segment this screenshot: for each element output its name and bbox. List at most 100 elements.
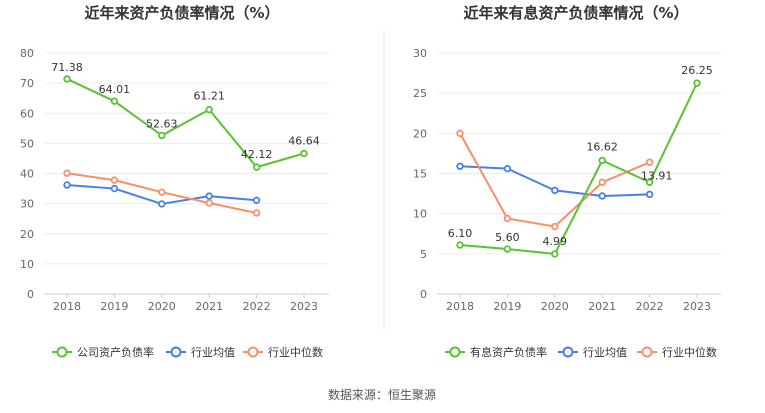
data-point xyxy=(300,149,308,158)
data-point xyxy=(110,176,119,184)
x-tick-label: 2020 xyxy=(148,300,176,313)
legend-label: 公司资产负债率 xyxy=(77,345,154,359)
y-tick-label: 80 xyxy=(20,47,34,60)
data-point xyxy=(205,105,213,114)
y-tick-label: 15 xyxy=(413,168,427,181)
legend-label: 行业中位数 xyxy=(268,345,323,359)
y-tick-label: 5 xyxy=(420,248,427,261)
data-point xyxy=(110,97,119,105)
data-point xyxy=(645,190,654,199)
y-tick-label: 70 xyxy=(20,77,34,90)
legend-item: 行业中位数 xyxy=(637,345,717,359)
data-label: 4.99 xyxy=(543,235,568,248)
data-label: 46.64 xyxy=(288,134,320,147)
data-label: 16.62 xyxy=(586,140,618,153)
series-line xyxy=(459,132,650,228)
legend-swatch-marker xyxy=(562,346,574,358)
data-point xyxy=(456,129,464,138)
data-label: 13.91 xyxy=(641,169,673,182)
data-point xyxy=(503,245,512,253)
data-point xyxy=(252,209,261,217)
data-point xyxy=(551,250,559,258)
data-point xyxy=(205,192,213,200)
x-tick-label: 2021 xyxy=(588,300,616,313)
legend-item: 行业均值 xyxy=(558,346,627,359)
y-tick-label: 30 xyxy=(20,198,34,211)
x-tick-label: 2023 xyxy=(683,300,711,313)
data-point xyxy=(252,163,261,171)
data-point xyxy=(551,222,559,231)
chart-title: 近年来资产负债率情况（%） xyxy=(84,4,279,22)
data-label: 61.21 xyxy=(193,90,225,103)
data-point xyxy=(63,169,71,177)
x-tick-label: 2019 xyxy=(100,300,128,313)
data-point xyxy=(110,184,119,193)
x-tick-label: 2023 xyxy=(290,300,318,313)
data-point xyxy=(158,200,166,208)
legend-item: 行业均值 xyxy=(166,346,235,359)
x-tick-label: 2022 xyxy=(636,300,664,313)
y-tick-label: 20 xyxy=(413,127,427,140)
legend-swatch-marker xyxy=(449,346,461,358)
y-tick-label: 10 xyxy=(413,208,427,221)
data-point xyxy=(63,75,71,83)
legend-label: 行业均值 xyxy=(583,346,627,359)
data-point xyxy=(252,196,261,205)
data-point xyxy=(598,192,606,200)
series-line xyxy=(66,78,305,169)
data-point xyxy=(551,186,559,195)
data-label: 64.01 xyxy=(99,83,131,96)
legend-label: 行业中位数 xyxy=(662,345,717,359)
legend-label: 行业均值 xyxy=(191,346,235,359)
data-point xyxy=(63,181,71,189)
y-tick-label: 20 xyxy=(20,228,34,241)
data-point xyxy=(598,156,606,165)
y-tick-label: 10 xyxy=(20,258,34,271)
data-point xyxy=(598,178,606,187)
y-tick-label: 0 xyxy=(420,288,427,301)
legend-item: 有息资产负债率 xyxy=(445,345,547,359)
data-label: 52.63 xyxy=(146,117,178,130)
y-tick-label: 30 xyxy=(413,47,427,60)
x-tick-label: 2018 xyxy=(53,300,81,313)
y-tick-label: 25 xyxy=(413,87,427,100)
series-line xyxy=(459,82,698,255)
data-source-text: 数据来源：恒生聚源 xyxy=(328,387,436,402)
legend-swatch-marker xyxy=(641,346,653,358)
x-tick-label: 2020 xyxy=(541,300,569,313)
data-label: 71.38 xyxy=(51,61,83,74)
legend-label: 有息资产负债率 xyxy=(470,345,547,359)
data-point xyxy=(503,164,512,173)
data-point xyxy=(158,131,166,140)
data-point xyxy=(645,158,654,166)
x-tick-label: 2018 xyxy=(446,300,474,313)
chart-panel-1: 近年来资产负债率情况（%） 0 10 20 30 40 50 60 70 80 2018 2019 20… xyxy=(20,4,329,359)
data-label: 6.10 xyxy=(448,227,473,240)
data-point xyxy=(456,162,464,170)
y-tick-label: 0 xyxy=(27,288,34,301)
x-tick-label: 2022 xyxy=(243,300,271,313)
data-point xyxy=(645,178,654,186)
legend-swatch-marker xyxy=(247,346,259,358)
x-tick-label: 2021 xyxy=(195,300,223,313)
data-point xyxy=(158,188,166,196)
legend-item: 公司资产负债率 xyxy=(52,345,154,359)
data-point xyxy=(503,214,512,223)
y-tick-label: 40 xyxy=(20,168,34,181)
data-label: 42.12 xyxy=(241,148,273,161)
legend-swatch-marker xyxy=(170,346,182,358)
data-point xyxy=(205,199,213,207)
legend-item: 行业中位数 xyxy=(243,345,323,359)
data-point xyxy=(456,241,464,249)
legend-swatch-marker xyxy=(56,346,68,358)
x-tick-label: 2019 xyxy=(493,300,521,313)
chart-panel-2: 近年来有息资产负债率情况（%） 0 5 10 15 20 25 30 2018 2019 2020 2… xyxy=(413,4,721,359)
data-label: 5.60 xyxy=(495,231,520,244)
y-tick-label: 60 xyxy=(20,107,34,120)
data-label: 26.25 xyxy=(681,64,713,77)
data-point xyxy=(693,79,701,87)
y-tick-label: 50 xyxy=(20,137,34,150)
chart-title: 近年来有息资产负债率情况（%） xyxy=(463,4,688,22)
